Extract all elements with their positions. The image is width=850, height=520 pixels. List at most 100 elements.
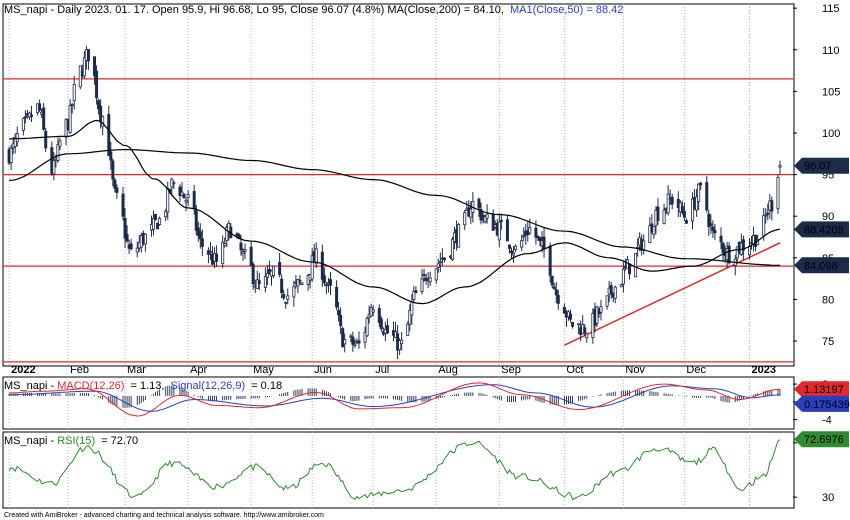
candle-body xyxy=(286,295,290,300)
macd-pane xyxy=(2,376,795,430)
candle-body xyxy=(363,331,367,343)
candle-body xyxy=(93,56,97,77)
candle-body xyxy=(371,309,375,313)
candle-body xyxy=(534,227,538,238)
candle-body xyxy=(721,242,725,253)
price-badge: 96.07 xyxy=(794,157,849,174)
candle-body xyxy=(577,323,581,326)
candle-body xyxy=(510,250,514,253)
candle-body xyxy=(265,272,269,278)
candle-body xyxy=(215,253,219,262)
candle-body xyxy=(414,290,418,294)
candle-body xyxy=(463,212,467,226)
candle-body xyxy=(766,212,770,215)
rsi-badge-text: 72.6976 xyxy=(804,434,844,446)
x-tick-label: Dec xyxy=(686,364,706,376)
candle-body xyxy=(552,286,556,290)
candle-body xyxy=(123,217,127,239)
candle-body xyxy=(406,323,410,337)
candle-body xyxy=(542,236,546,250)
candle-body xyxy=(627,263,631,275)
candle-body xyxy=(609,285,613,294)
candle-body xyxy=(512,252,516,256)
candle-body xyxy=(682,210,686,218)
candle-body xyxy=(410,300,414,316)
candle-body xyxy=(221,241,225,265)
candle-body xyxy=(507,244,511,249)
candle-body xyxy=(491,213,495,231)
candle-body xyxy=(550,275,554,286)
candle-body xyxy=(408,309,412,325)
candle-body xyxy=(520,240,524,248)
candle-body xyxy=(56,144,60,161)
candle-body xyxy=(705,182,709,211)
candle-body xyxy=(469,208,473,218)
price-y-tick-label: 105 xyxy=(822,86,840,98)
candle-body xyxy=(29,114,33,117)
candle-body xyxy=(442,257,446,260)
trendline xyxy=(564,242,781,346)
candle-body xyxy=(23,116,27,119)
candle-body xyxy=(436,263,440,268)
price-badge-background xyxy=(794,157,849,174)
ma50-badge-background xyxy=(794,221,849,238)
x-tick-label: 2023 xyxy=(751,364,775,376)
candle-body xyxy=(434,268,438,281)
candle-body xyxy=(420,278,424,292)
candle-body xyxy=(111,160,115,180)
candle-body xyxy=(680,206,684,213)
candle-body xyxy=(223,243,227,246)
candle-body xyxy=(243,249,247,252)
macd-header: MS_napi - MACD(12,26) = 1.13, Signal(12,… xyxy=(4,380,282,392)
candle-body xyxy=(255,279,259,290)
macd-badge-background xyxy=(794,381,849,398)
candle-body xyxy=(697,183,701,202)
candle-body xyxy=(72,84,76,101)
candle-body xyxy=(320,251,324,280)
candle-body xyxy=(713,229,717,234)
price-y-tick-label: 90 xyxy=(822,211,834,223)
signal-header-label: Signal(12,26,9) xyxy=(171,380,246,392)
candle-body xyxy=(172,182,176,185)
candle-body xyxy=(357,340,361,344)
candle-body xyxy=(278,262,282,275)
candle-body xyxy=(485,213,489,219)
candle-body xyxy=(412,291,416,300)
candle-body xyxy=(186,194,190,199)
candle-body xyxy=(522,235,526,238)
candle-body xyxy=(585,333,589,339)
price-header: MS_napi - Daily 2023. 01. 17. Open 95.9,… xyxy=(4,4,623,16)
x-tick-label: Jun xyxy=(314,364,332,376)
candle-body xyxy=(70,104,74,106)
candle-body xyxy=(505,219,509,242)
rsi-header-value: = 72.70 xyxy=(101,435,138,447)
candle-body xyxy=(699,182,703,186)
signal-header-value: = 0.18 xyxy=(251,380,282,392)
price-badge-text: 96.07 xyxy=(804,161,832,173)
candle-body xyxy=(335,286,339,308)
macd-badge: 1.13197 xyxy=(794,381,849,398)
signal-badge: 0.175439 xyxy=(794,395,850,412)
candle-body xyxy=(741,239,745,251)
ma200-badge: 84.098 xyxy=(794,257,849,274)
price-y-tick-label: 110 xyxy=(822,45,840,57)
x-tick-label: Sep xyxy=(501,364,521,376)
candle-body xyxy=(107,114,111,156)
candle-body xyxy=(477,198,481,209)
ma50-badge: 88.4208 xyxy=(794,221,849,238)
candle-body xyxy=(762,215,766,237)
candle-body xyxy=(156,222,160,230)
candle-body xyxy=(666,193,670,214)
ma50-badge-text: 88.4208 xyxy=(804,224,844,236)
candle-body xyxy=(78,65,82,88)
candle-body xyxy=(398,340,402,351)
candle-body xyxy=(670,196,674,205)
candle-body xyxy=(129,243,133,250)
candle-body xyxy=(776,177,780,210)
candle-body xyxy=(428,277,432,283)
candle-body xyxy=(479,209,483,221)
rsi-header-prefix: MS_napi - xyxy=(4,435,57,447)
candle-body xyxy=(263,276,267,288)
candle-body xyxy=(385,325,389,334)
candle-body xyxy=(499,220,503,222)
